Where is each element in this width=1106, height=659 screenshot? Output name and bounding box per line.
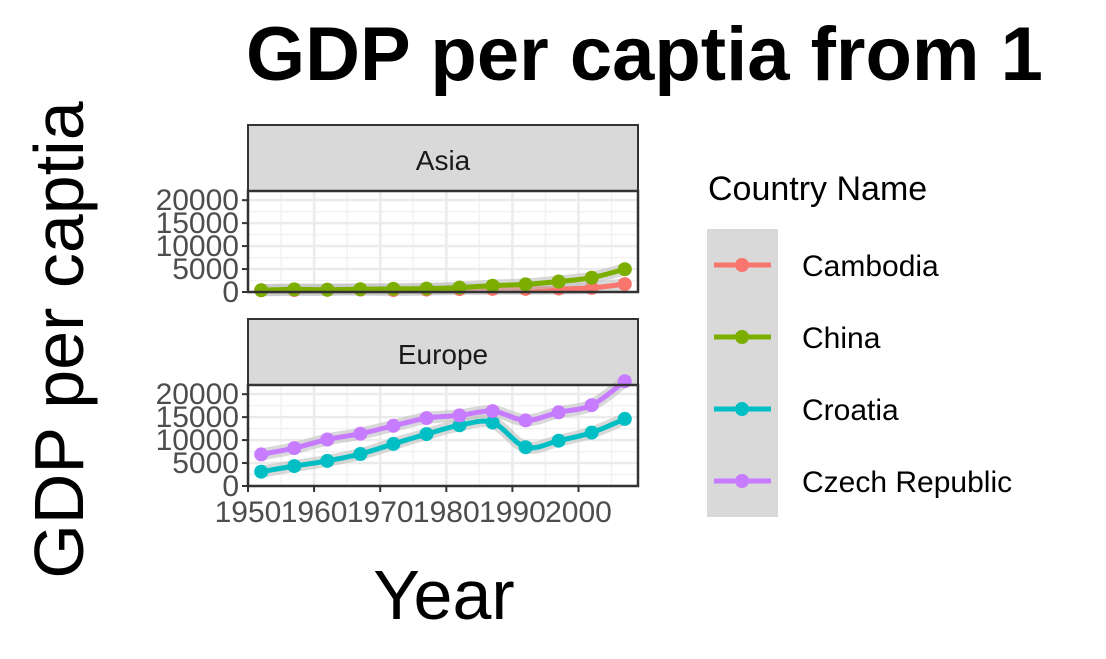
data-point (386, 436, 401, 451)
x-tick-label: 1990 (479, 496, 546, 529)
data-point (452, 408, 467, 423)
data-point (617, 277, 632, 292)
data-point (485, 415, 500, 430)
data-point (287, 441, 302, 456)
data-point (254, 464, 269, 479)
legend-item: China (714, 322, 881, 355)
data-point (353, 426, 368, 441)
data-point (419, 281, 434, 296)
y-tick-label: 15000 (156, 207, 239, 240)
legend-label: Czech Republic (802, 466, 1012, 499)
data-point (584, 398, 599, 413)
panel-border (246, 189, 640, 294)
y-tick-label: 15000 (156, 401, 239, 434)
data-point (287, 459, 302, 474)
data-point (485, 278, 500, 293)
y-tick-label: 5000 (172, 447, 239, 480)
y-tick-label: 20000 (156, 378, 239, 411)
x-tick-label: 1970 (347, 496, 414, 529)
data-point (551, 405, 566, 420)
strip-label-asia: Asia (416, 145, 471, 176)
y-tick-label: 10000 (156, 424, 239, 457)
data-point (353, 447, 368, 461)
data-point (452, 418, 467, 433)
x-tick-label: 1950 (215, 496, 282, 529)
data-point (320, 432, 335, 447)
data-point (287, 282, 302, 297)
y-tick-label: 10000 (156, 230, 239, 263)
legend-label: Cambodia (802, 250, 939, 283)
strip-asia (247, 124, 639, 192)
legend-key-point (735, 330, 749, 344)
data-point (551, 274, 566, 289)
x-axis-label: Year (373, 556, 514, 634)
legend-key-background (707, 229, 778, 517)
data-point (254, 283, 269, 298)
legend-label: Croatia (802, 394, 899, 427)
data-point (320, 453, 335, 468)
data-point (551, 433, 566, 448)
y-axis-label: GDP per captia (20, 101, 98, 578)
panel-border (246, 383, 640, 488)
legend-item: Croatia (714, 394, 899, 427)
data-point (320, 282, 335, 297)
data-point (353, 282, 368, 297)
data-point (518, 440, 533, 455)
x-tick-label: 2000 (545, 496, 612, 529)
x-tick-label: 1960 (281, 496, 348, 529)
legend-key-point (735, 258, 749, 272)
legend: Country Name Cambodia China Croatia Czech R… (707, 170, 1012, 517)
data-point (518, 413, 533, 428)
legend-item: Cambodia (714, 250, 939, 283)
data-point (584, 270, 599, 285)
y-tick-label: 20000 (156, 184, 239, 217)
y-tick-label: 0 (222, 470, 239, 503)
legend-item: Czech Republic (714, 466, 1012, 499)
y-tick-label: 5000 (172, 253, 239, 286)
x-tick-label: 1980 (413, 496, 480, 529)
data-point (254, 447, 269, 462)
legend-title: Country Name (708, 170, 927, 208)
data-point (518, 277, 533, 292)
data-point (419, 411, 434, 426)
legend-key-point (735, 402, 749, 416)
data-point (419, 427, 434, 442)
strip-label-europe: Europe (398, 339, 488, 370)
legend-label: China (802, 322, 881, 355)
chart-title: GDP per captia from 1 (246, 12, 1043, 97)
data-point (485, 404, 500, 419)
data-point (617, 262, 632, 277)
legend-key-point (735, 474, 749, 488)
data-point (617, 411, 632, 426)
data-point (386, 281, 401, 296)
strip-europe (247, 318, 639, 386)
data-point (584, 425, 599, 440)
y-tick-label: 0 (222, 276, 239, 309)
x-axis: 1950 1960 1970 1980 1990 2000 (215, 486, 612, 529)
data-point (386, 418, 401, 433)
